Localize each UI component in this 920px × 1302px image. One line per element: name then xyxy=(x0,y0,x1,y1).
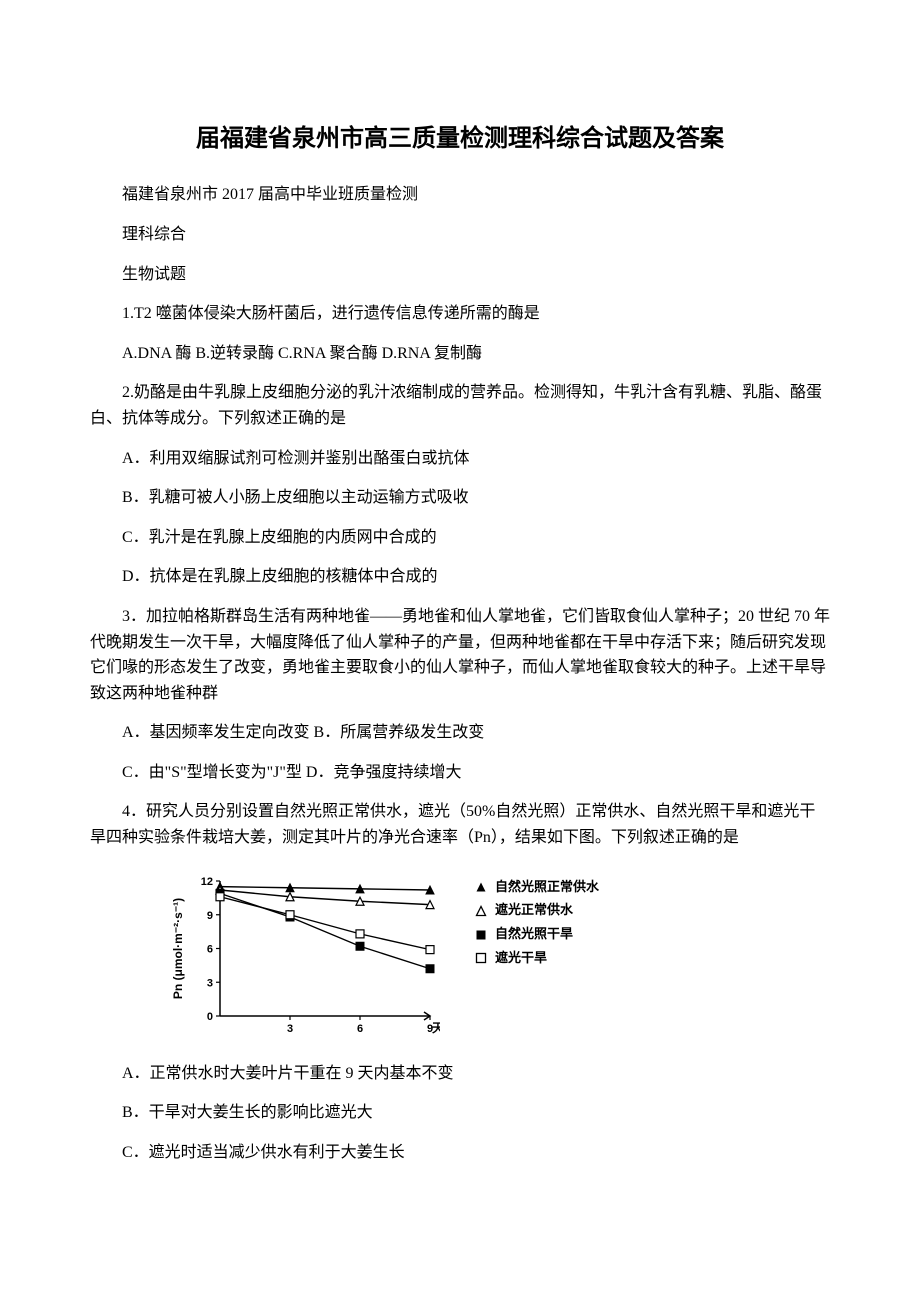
svg-text:12: 12 xyxy=(201,876,213,888)
question-3: 3．加拉帕格斯群岛生活有两种地雀——勇地雀和仙人掌地雀，它们皆取食仙人掌种子；2… xyxy=(90,604,830,706)
legend-label: 自然光照干旱 xyxy=(495,924,573,945)
legend-label: 自然光照正常供水 xyxy=(495,877,599,898)
question-2-option-c: C．乳汁是在乳腺上皮细胞的内质网中合成的 xyxy=(90,525,830,551)
chart-container: 036912369天Pn (μmol·m⁻²·s⁻¹) 自然光照正常供水遮光正常… xyxy=(170,871,830,1041)
chart-legend: 自然光照正常供水遮光正常供水自然光照干旱遮光干旱 xyxy=(470,877,599,972)
line-chart: 036912369天Pn (μmol·m⁻²·s⁻¹) xyxy=(170,871,440,1041)
legend-marker-icon xyxy=(470,880,492,894)
legend-label: 遮光干旱 xyxy=(495,948,547,969)
question-3-options-cd: C．由"S"型增长变为"J"型 D．竞争强度持续增大 xyxy=(90,760,830,786)
question-4: 4．研究人员分别设置自然光照正常供水，遮光（50%自然光照）正常供水、自然光照干… xyxy=(90,799,830,850)
svg-text:9: 9 xyxy=(207,909,213,921)
svg-text:3: 3 xyxy=(207,977,213,989)
subtitle-line3: 生物试题 xyxy=(90,262,830,288)
legend-item: 遮光正常供水 xyxy=(470,900,599,921)
legend-item: 遮光干旱 xyxy=(470,948,599,969)
svg-text:Pn (μmol·m⁻²·s⁻¹): Pn (μmol·m⁻²·s⁻¹) xyxy=(171,898,185,999)
legend-label: 遮光正常供水 xyxy=(495,900,573,921)
question-1: 1.T2 噬菌体侵染大肠杆菌后，进行遗传信息传递所需的酶是 xyxy=(90,301,830,327)
svg-text:3: 3 xyxy=(287,1023,293,1035)
question-4-option-b: B．干旱对大姜生长的影响比遮光大 xyxy=(90,1100,830,1126)
svg-text:天: 天 xyxy=(432,1021,440,1035)
subtitle-line1: 福建省泉州市 2017 届高中毕业班质量检测 xyxy=(90,182,830,208)
svg-text:6: 6 xyxy=(207,943,213,955)
question-2-option-b: B．乳糖可被人小肠上皮细胞以主动运输方式吸收 xyxy=(90,485,830,511)
question-3-options-ab: A．基因频率发生定向改变 B．所属营养级发生改变 xyxy=(90,720,830,746)
question-2-option-d: D．抗体是在乳腺上皮细胞的核糖体中合成的 xyxy=(90,564,830,590)
legend-marker-icon xyxy=(470,928,492,942)
svg-text:6: 6 xyxy=(357,1023,363,1035)
legend-item: 自然光照干旱 xyxy=(470,924,599,945)
question-4-option-c: C．遮光时适当减少供水有利于大姜生长 xyxy=(90,1140,830,1166)
question-1-options: A.DNA 酶 B.逆转录酶 C.RNA 聚合酶 D.RNA 复制酶 xyxy=(90,341,830,367)
legend-item: 自然光照正常供水 xyxy=(470,877,599,898)
legend-marker-icon xyxy=(470,904,492,918)
svg-text:0: 0 xyxy=(207,1011,213,1023)
question-2: 2.奶酪是由牛乳腺上皮细胞分泌的乳汁浓缩制成的营养品。检测得知，牛乳汁含有乳糖、… xyxy=(90,380,830,431)
question-2-option-a: A．利用双缩脲试剂可检测并鉴别出酪蛋白或抗体 xyxy=(90,446,830,472)
legend-marker-icon xyxy=(470,951,492,965)
subtitle-line2: 理科综合 xyxy=(90,222,830,248)
question-4-option-a: A．正常供水时大姜叶片干重在 9 天内基本不变 xyxy=(90,1061,830,1087)
page-title: 届福建省泉州市高三质量检测理科综合试题及答案 xyxy=(90,120,830,158)
